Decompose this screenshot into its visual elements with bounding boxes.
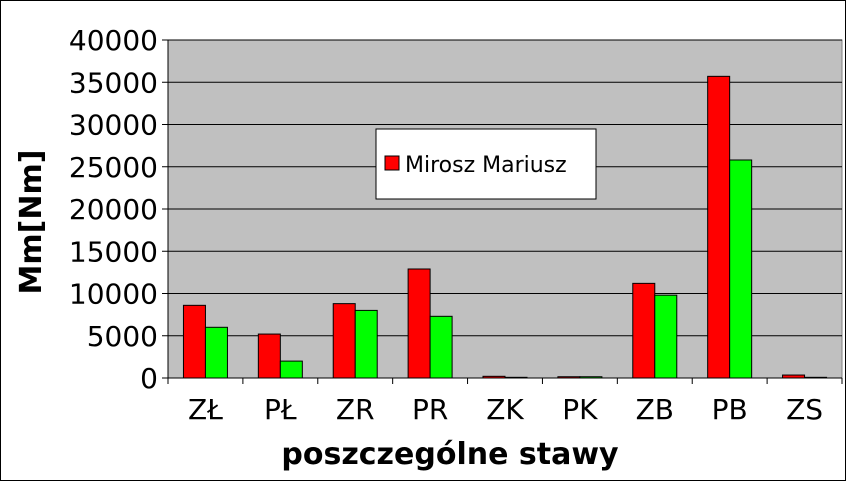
y-tick-label: 20000 xyxy=(69,193,158,226)
y-tick-label: 35000 xyxy=(69,66,158,99)
x-tick-label: PB xyxy=(712,393,748,426)
bar-series-2-PR xyxy=(429,315,453,379)
legend: Mirosz Mariusz xyxy=(375,128,597,200)
bar-series-2-ZR xyxy=(354,309,378,379)
bar-series-2-ZŁ xyxy=(204,326,228,379)
y-tick-label: 10000 xyxy=(69,278,158,311)
plot-area xyxy=(167,39,843,379)
x-tick-label: ZR xyxy=(336,393,375,426)
y-tick-label: 40000 xyxy=(69,24,158,57)
legend-entry-label: Mirosz Mariusz xyxy=(405,153,567,178)
bar-series-1-ZR xyxy=(332,303,356,379)
bar-series-2-ZB xyxy=(654,294,678,379)
x-tick-label: ZK xyxy=(486,393,524,426)
y-tick-label: 15000 xyxy=(69,235,158,268)
x-tick-label: PR xyxy=(412,393,448,426)
axes: 0 5000 10000 15000 20000 25000 30000 35000 40000… xyxy=(69,24,843,426)
legend-box xyxy=(375,128,597,200)
bar-series-1-ZŁ xyxy=(182,304,206,379)
y-tick-label: 0 xyxy=(140,362,158,395)
y-axis-title: Mm[Nm] xyxy=(14,150,49,295)
bar-series-1-PŁ xyxy=(257,333,281,379)
legend-swatch xyxy=(384,155,400,171)
x-tick-label: ZB xyxy=(636,393,674,426)
bar-series-2-PB xyxy=(729,159,753,379)
y-tick-label: 25000 xyxy=(69,151,158,184)
bar-series-2-PŁ xyxy=(279,360,303,379)
y-tick-label: 30000 xyxy=(69,109,158,142)
x-tick-label: ZŁ xyxy=(188,393,223,426)
bar-series-1-PR xyxy=(407,268,431,379)
bar-series-1-ZB xyxy=(632,282,656,379)
y-tick-label: 5000 xyxy=(87,320,158,353)
x-tick-label: PŁ xyxy=(264,393,297,426)
x-axis-title: poszczególne stawy xyxy=(281,437,619,472)
bar-series-1-PB xyxy=(707,75,731,379)
x-tick-label: PK xyxy=(562,393,598,426)
x-tick-label: ZS xyxy=(786,393,823,426)
